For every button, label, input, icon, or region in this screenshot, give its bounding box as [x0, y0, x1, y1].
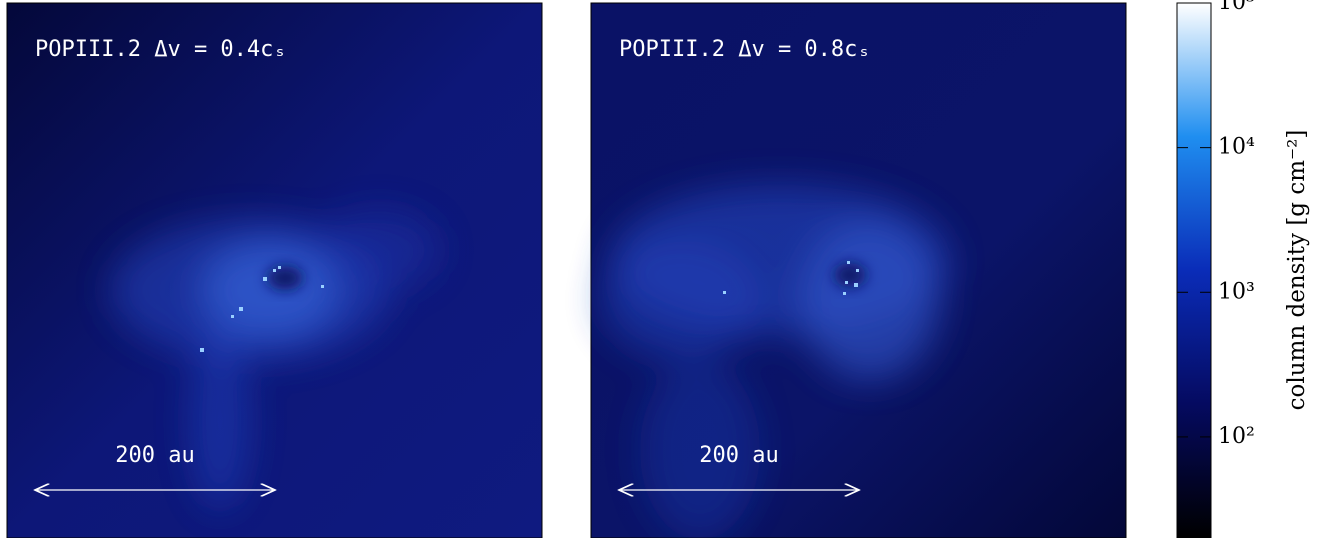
colorbar-label: column density [g cm⁻²] [1284, 130, 1310, 411]
tick-label: 10³ [1218, 279, 1255, 304]
panel-left: POPIII.2 Δv = 0.4cₛ 200 au [6, 2, 543, 538]
colorbar-ramp [1176, 2, 1212, 538]
scale-label: 200 au [115, 443, 194, 468]
tick-label: 10² [1218, 424, 1255, 449]
scale-label: 200 au [699, 443, 778, 468]
panel-title: POPIII.2 Δv = 0.8cₛ [619, 37, 871, 62]
colorbar: column density [g cm⁻²] 10² 10³ 10⁴ 10⁵ [1176, 0, 1310, 538]
tick-label: 10⁴ [1218, 135, 1255, 160]
tick-label: 10⁵ [1218, 0, 1255, 15]
panel-title: POPIII.2 Δv = 0.4cₛ [35, 37, 287, 62]
panel-right: POPIII.2 Δv = 0.8cₛ 200 au [590, 2, 1127, 538]
